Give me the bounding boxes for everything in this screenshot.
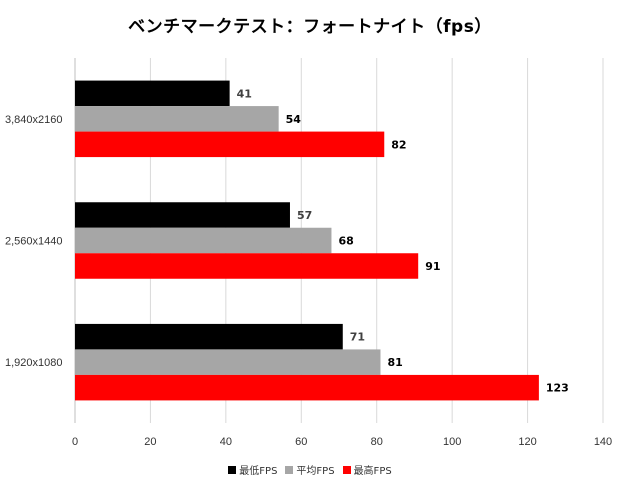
data-label: 91 [425,260,440,273]
x-tick-label: 60 [295,436,307,448]
x-tick-label: 120 [518,436,536,448]
bar [75,106,279,132]
bar [75,374,539,401]
x-tick-label: 40 [220,436,232,448]
bar [75,349,381,375]
chart-title: ベンチマークテスト：フォートナイト（fps） [128,17,492,37]
data-label: 71 [350,331,365,344]
legend-swatch [285,465,294,474]
bar [75,253,419,279]
data-label: 68 [338,235,353,248]
legend-item: 最高FPS [342,462,392,477]
data-label: 54 [286,113,302,126]
data-label: 81 [387,356,402,369]
legend-label: 最低FPS [239,466,278,477]
legend-swatch [228,465,237,474]
x-tick-label: 140 [594,436,612,448]
x-tick-label: 0 [72,436,78,448]
x-tick-label: 100 [443,436,461,448]
category-label: 1,920x1080 [5,357,63,369]
category-label: 2,560x1440 [5,236,63,248]
category-label: 3,840x2160 [5,114,63,126]
legend-label: 最高FPS [353,466,392,477]
data-label: 41 [237,87,252,100]
bar [75,131,385,158]
data-label: 82 [391,138,406,151]
legend-item: 平均FPS [285,462,335,477]
bar [75,323,343,350]
legend-item: 最低FPS [228,462,277,477]
legend-swatch [342,465,351,474]
data-label: 57 [297,209,312,222]
bar [75,80,230,107]
x-tick-label: 80 [371,436,383,448]
bar [75,202,290,228]
x-tick-label: 20 [144,436,156,448]
bar [75,227,332,254]
data-label: 123 [546,382,569,395]
legend-label: 平均FPS [296,466,335,477]
legend: 最低FPS 平均FPS 最高FPS [0,462,620,477]
